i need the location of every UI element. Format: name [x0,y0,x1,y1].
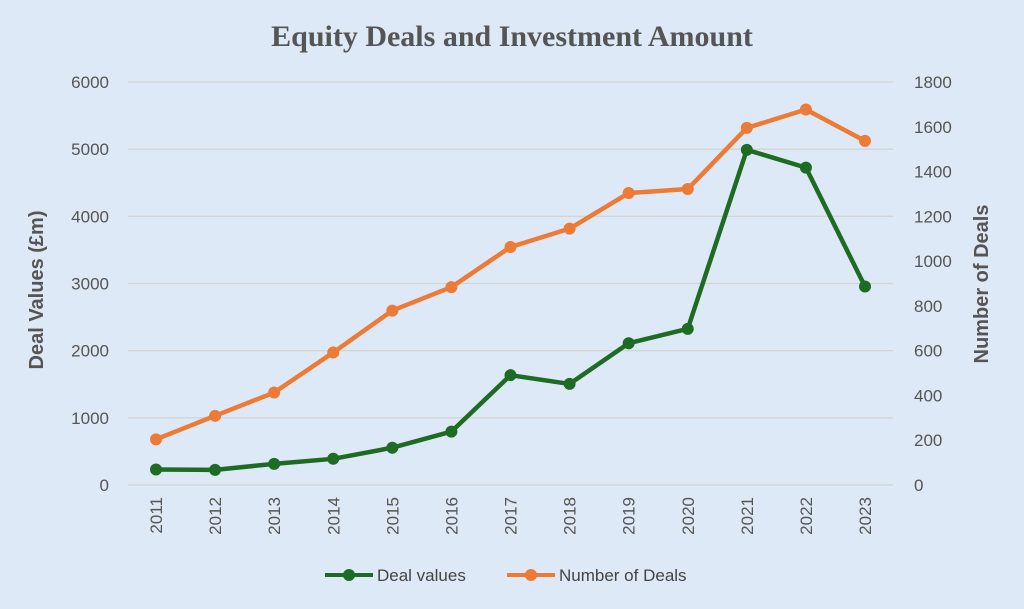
x-tick-label: 2018 [561,497,580,535]
data-point [150,433,162,446]
y-tick-label: 5000 [71,140,109,159]
data-point [740,121,753,134]
data-point [799,103,812,116]
legend: Deal values Number of Deals [325,566,687,585]
chart-title: Equity Deals and Investment Amount [271,20,753,53]
y2-tick-label: 600 [914,342,942,361]
legend-label-deal-values: Deal values [377,566,466,585]
data-point [740,143,753,156]
legend-marker-number-of-deals [525,569,537,581]
data-point [268,386,281,399]
series-line [155,147,868,473]
data-point [327,346,340,359]
data-point [386,441,399,454]
x-tick-label: 2012 [206,497,225,535]
x-tick-label: 2022 [797,497,816,535]
x-tick-label: 2013 [265,497,284,535]
series-number-of-deals [150,103,871,446]
data-point [386,304,399,317]
data-point [150,463,162,476]
x-tick-label: 2011 [147,497,166,534]
series-line [155,107,867,442]
left-axis-ticks: 0 1000 2000 3000 4000 5000 6000 [71,73,109,495]
y-tick-label: 4000 [71,207,109,226]
data-point [859,134,871,147]
y2-tick-label: 200 [914,431,942,450]
data-point [327,452,340,465]
y-axis-label: Deal Values (£m) [26,211,48,370]
y-tick-label: 3000 [71,275,109,294]
x-tick-label: 2019 [620,497,639,535]
y2-tick-label: 1200 [914,207,952,226]
y2-tick-label: 1600 [914,118,952,137]
y2-axis-label: Number of Deals [971,205,993,364]
data-point [504,369,517,382]
data-point [799,161,812,174]
data-point [563,377,576,390]
y-tick-label: 2000 [71,342,109,361]
x-tick-label: 2015 [383,497,402,535]
x-tick-label: 2017 [502,497,521,535]
y-tick-label: 1000 [71,409,109,428]
data-point [268,457,281,470]
y2-tick-label: 0 [914,476,923,495]
data-point [681,322,694,335]
data-point [622,187,635,200]
data-point [445,425,458,438]
right-axis-ticks: 0 200 400 600 800 1000 1200 1400 1600 1800 [914,73,952,495]
data-point [622,337,635,350]
legend-label-number-of-deals: Number of Deals [559,566,687,585]
x-tick-label: 2014 [324,497,343,535]
data-point [681,183,694,196]
data-point [209,463,222,476]
x-tick-label: 2021 [738,497,757,535]
x-tick-label: 2023 [856,497,875,535]
data-point [563,222,576,235]
y2-tick-label: 400 [914,386,942,405]
series-deal-values [150,143,871,476]
x-tick-label: 2016 [442,497,461,535]
y-tick-label: 0 [100,476,109,495]
data-point [445,281,458,294]
x-axis-ticks: 2011 2012 2013 2014 2015 2016 2017 2018 2019 2020… [147,497,875,535]
y2-tick-label: 1800 [914,73,952,92]
y2-tick-label: 800 [914,297,942,316]
y-tick-label: 6000 [71,73,109,92]
y2-tick-label: 1000 [914,252,952,271]
legend-marker-deal-values [343,569,355,581]
data-point [859,280,871,293]
x-tick-label: 2020 [679,497,698,535]
series-layer [150,103,871,476]
data-point [504,241,517,254]
y2-tick-label: 1400 [914,163,952,182]
data-point [209,409,222,422]
gridlines [128,81,893,486]
